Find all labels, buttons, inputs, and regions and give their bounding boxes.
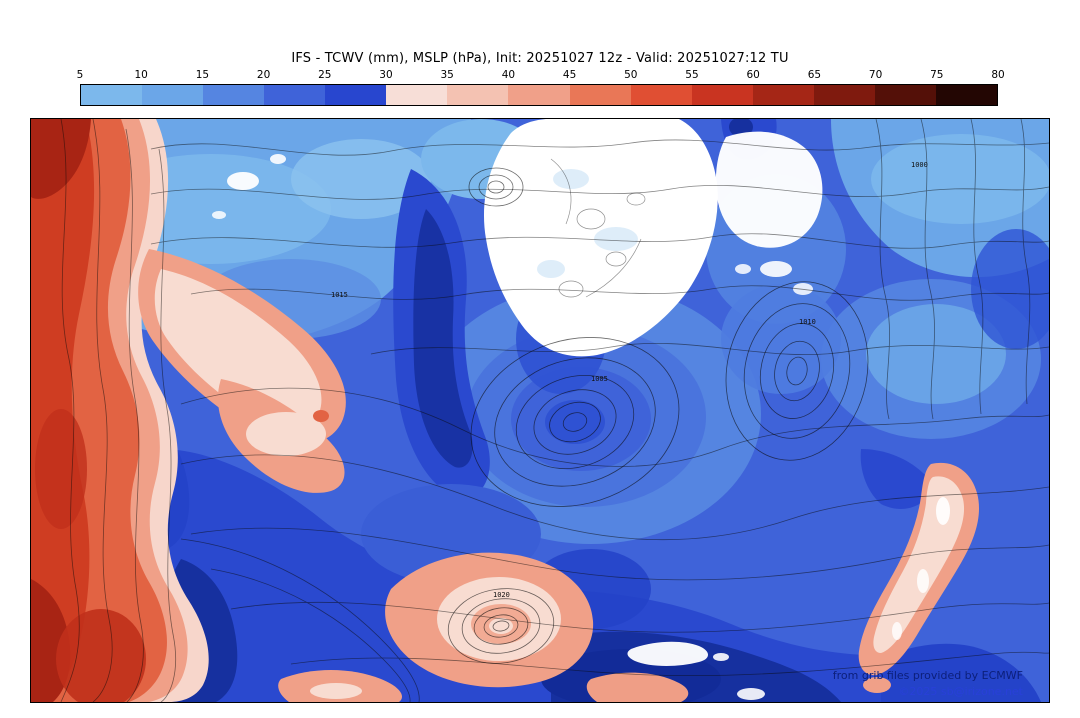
colorbar-segment xyxy=(203,85,265,105)
colorbar-tick: 80 xyxy=(991,69,1005,81)
colorbar-tick: 60 xyxy=(746,69,760,81)
colorbar-segment xyxy=(691,85,753,105)
isobar-low-southwest xyxy=(447,588,555,664)
dry-white-layer xyxy=(212,119,823,700)
colorbar-segment xyxy=(325,85,387,105)
isobar-labels: 1015 1005 1010 1000 1020 xyxy=(331,161,928,599)
attribution-line1: from grib files provided by ECMWF xyxy=(833,669,1023,682)
colorbar-tick: 40 xyxy=(501,69,516,81)
colorbar-segment xyxy=(81,85,143,105)
tcwv-pink-layer xyxy=(138,249,980,702)
colorbar-tick: 50 xyxy=(624,69,638,81)
weather-map-svg: 1015 1005 1010 1000 1020 from grib files… xyxy=(31,119,1049,702)
colorbar-tick: 55 xyxy=(685,69,699,81)
colorbar-segment xyxy=(386,85,448,105)
colorbar-tick: 15 xyxy=(195,69,210,81)
colorbar-tick: 30 xyxy=(379,69,393,81)
isobar-low-east xyxy=(725,281,869,461)
colorbar-segment xyxy=(935,85,997,105)
isobar-low-iceland xyxy=(470,337,680,507)
colorbar-segment xyxy=(142,85,204,105)
colorbar-segment xyxy=(264,85,326,105)
attribution: from grib files provided by ECMWF ©2025 … xyxy=(833,669,1024,698)
colorbar-tick: 20 xyxy=(256,69,271,81)
colorbar-segment xyxy=(874,85,936,105)
isobar-contours xyxy=(60,119,1049,702)
colorbar-segment xyxy=(447,85,509,105)
colorbar-gradient xyxy=(80,84,998,106)
colorbar-tick: 45 xyxy=(562,69,577,81)
colorbar-tick: 75 xyxy=(930,69,944,81)
isobar-label: 1000 xyxy=(911,161,928,169)
greenland-topo-contours xyxy=(550,158,646,298)
colorbar-segment xyxy=(630,85,692,105)
colorbar-tick: 70 xyxy=(868,69,883,81)
colorbar-segment xyxy=(508,85,570,105)
colorbar-tick: 5 xyxy=(76,69,84,81)
colorbar-ticks: 5 10 15 20 25 30 35 40 45 50 55 60 65 70 75 80 xyxy=(76,69,1005,82)
isobar-label: 1010 xyxy=(799,318,816,326)
isobar-label: 1005 xyxy=(591,375,608,383)
tcwv-red-layer xyxy=(31,119,209,702)
colorbar: 5 10 15 20 25 30 35 40 45 50 55 60 65 70 75 80 xyxy=(76,69,1005,106)
colorbar-segment xyxy=(752,85,814,105)
isobar-low-north xyxy=(468,167,524,207)
colorbar-tick: 65 xyxy=(807,69,822,81)
isobar-label: 1020 xyxy=(493,591,510,599)
colorbar-segment xyxy=(569,85,631,105)
isobar-label: 1015 xyxy=(331,291,348,299)
map-frame: 1015 1005 1010 1000 1020 from grib files… xyxy=(30,118,1050,703)
colorbar-tick: 25 xyxy=(318,69,332,81)
colorbar-tick: 35 xyxy=(440,69,454,81)
attribution-line2: ©2025 sb@irizone.net xyxy=(898,685,1023,698)
colorbar-tick: 10 xyxy=(134,69,148,81)
chart-title: IFS - TCWV (mm), MSLP (hPa), Init: 20251… xyxy=(291,51,789,66)
colorbar-segment xyxy=(813,85,875,105)
